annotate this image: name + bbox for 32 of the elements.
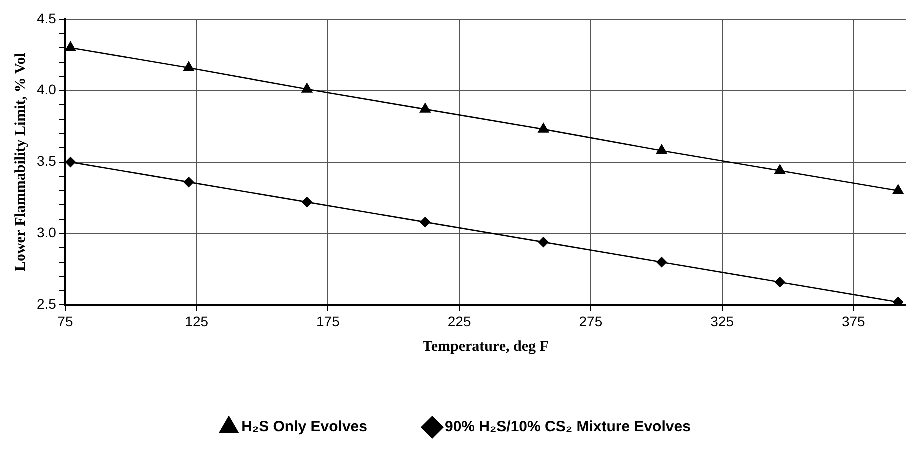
y-tick-label: 2.5 (36, 296, 57, 312)
point (420, 103, 431, 113)
x-tick-label: 175 (316, 313, 340, 330)
point (184, 62, 194, 72)
y-axis-title: Lower Flammability Limit, % Vol (12, 53, 29, 272)
point (538, 123, 550, 133)
x-tick-label: 225 (448, 313, 472, 330)
x-tick-label: 325 (710, 313, 734, 330)
y-tick-label: 3.5 (36, 153, 57, 170)
point (774, 164, 786, 174)
legend-label: 90% H₂S/10% CS₂ Mixture Evolves (444, 418, 691, 436)
point (656, 144, 668, 154)
point (65, 42, 76, 52)
point (774, 277, 786, 288)
x-tick-label: 375 (842, 313, 866, 330)
x-tick-label: 75 (58, 313, 74, 330)
x-axis-title: Temperature, deg F (422, 338, 549, 355)
y-tick-label: 4.5 (36, 10, 57, 26)
point (420, 217, 431, 228)
point (302, 83, 313, 93)
point (184, 177, 194, 188)
x-tick-label: 275 (579, 313, 603, 330)
point (892, 184, 904, 194)
y-tick-label: 4.0 (36, 82, 57, 98)
x-tick-label: 125 (185, 313, 209, 330)
point (656, 257, 668, 268)
point (66, 157, 76, 168)
y-tick-label: 3.0 (36, 224, 57, 241)
legend-label: H₂S Only Evolves (242, 418, 368, 436)
point (893, 297, 904, 306)
point (302, 197, 312, 208)
point (538, 237, 549, 248)
